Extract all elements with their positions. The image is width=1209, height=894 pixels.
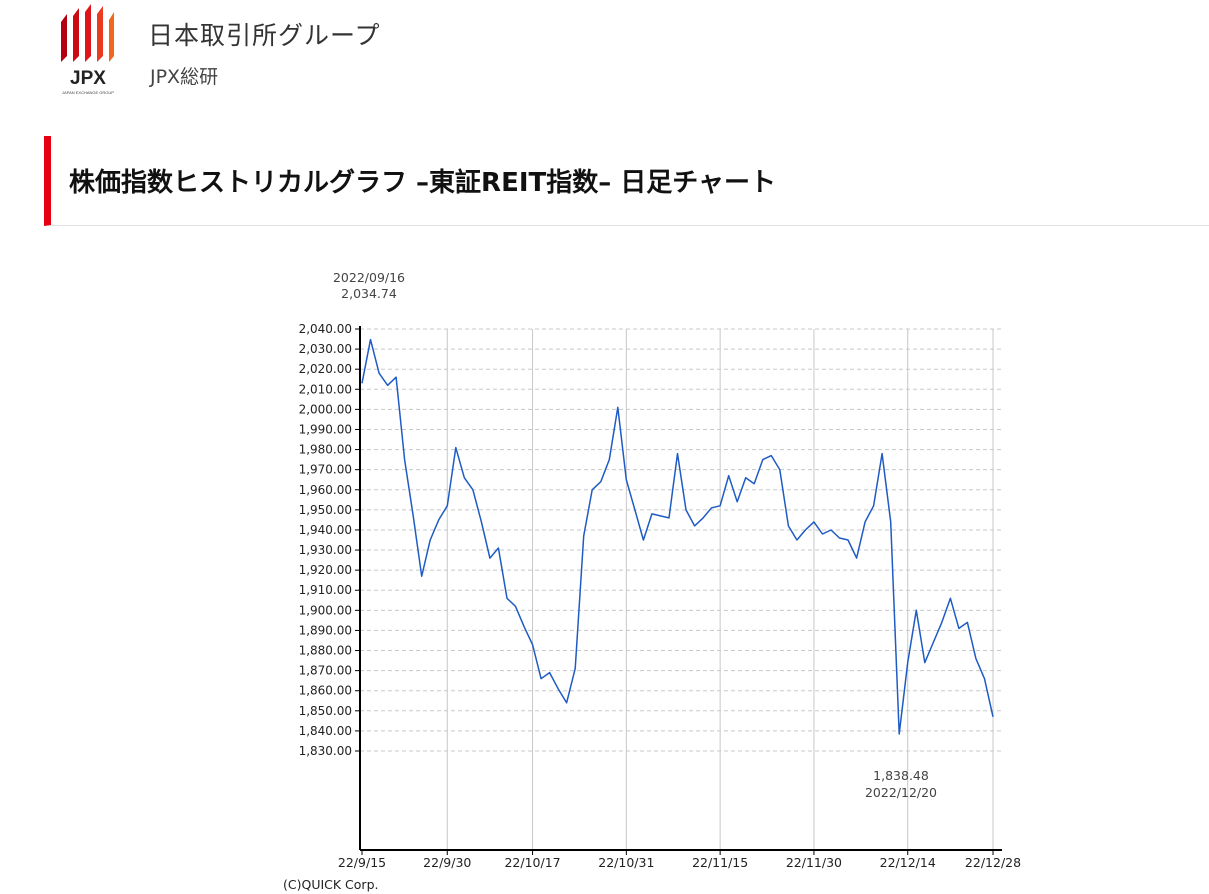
y-tick-label: 1,860.00	[299, 684, 352, 698]
y-tick-label: 1,870.00	[299, 664, 352, 678]
x-tick-label: 22/10/31	[598, 855, 654, 870]
y-tick-label: 1,890.00	[299, 623, 352, 637]
min-annotation-value: 1,838.48	[873, 768, 929, 783]
y-tick-label: 1,900.00	[299, 603, 352, 617]
y-tick-label: 2,040.00	[299, 322, 352, 336]
x-tick-label: 22/10/17	[504, 855, 560, 870]
jpx-logo[interactable]: JPX JAPAN EXCHANGE GROUP	[57, 2, 119, 102]
x-tick-label: 22/9/30	[423, 855, 471, 870]
series-layer	[361, 338, 994, 735]
page-title: 株価指数ヒストリカルグラフ –東証REIT指数– 日足チャート	[69, 168, 777, 198]
sub-name: JPX総研	[150, 66, 219, 88]
y-tick-label: 1,840.00	[299, 724, 352, 738]
title-bar: 株価指数ヒストリカルグラフ –東証REIT指数– 日足チャート	[44, 136, 1209, 226]
group-name: 日本取引所グループ	[148, 21, 381, 50]
max-annotation-value: 2,034.74	[341, 286, 397, 301]
y-tick-label: 1,830.00	[299, 744, 352, 758]
y-tick-label: 1,880.00	[299, 644, 352, 658]
logo-text: JPX	[70, 68, 106, 89]
max-annotation-date: 2022/09/16	[333, 270, 405, 285]
y-tick-label: 1,950.00	[299, 503, 352, 517]
y-tick-label: 1,920.00	[299, 563, 352, 577]
min-annotation-date: 2022/12/20	[865, 785, 937, 800]
y-tick-label: 1,970.00	[299, 463, 352, 477]
grid-layer	[360, 328, 1002, 850]
y-tick-label: 1,940.00	[299, 523, 352, 537]
copyright: (C)QUICK Corp.	[283, 877, 378, 892]
label-layer: 2,040.00 2,030.00 2,020.00 2,010.00 2,000.00…	[283, 270, 1021, 892]
x-tick-label: 22/12/28	[965, 855, 1021, 870]
x-tick-label: 22/12/14	[880, 855, 936, 870]
y-tick-label: 1,930.00	[299, 543, 352, 557]
x-tick-label: 22/9/15	[338, 855, 386, 870]
axis-layer	[355, 326, 1002, 855]
y-tick-label: 2,020.00	[299, 362, 352, 376]
y-tick-label: 1,910.00	[299, 583, 352, 597]
y-tick-label: 1,990.00	[299, 422, 352, 436]
x-tick-label: 22/11/15	[692, 855, 748, 870]
logo-subtext: JAPAN EXCHANGE GROUP	[62, 90, 114, 95]
y-tick-label: 1,960.00	[299, 483, 352, 497]
y-tick-label: 2,000.00	[299, 402, 352, 416]
site-header: JPX JAPAN EXCHANGE GROUP 日本取引所グループ JPX総研	[0, 0, 1209, 110]
y-tick-label: 2,010.00	[299, 382, 352, 396]
series-line	[361, 338, 994, 735]
y-tick-label: 1,980.00	[299, 443, 352, 457]
y-tick-label: 2,030.00	[299, 342, 352, 356]
x-tick-label: 22/11/30	[786, 855, 842, 870]
y-tick-label: 1,850.00	[299, 704, 352, 718]
